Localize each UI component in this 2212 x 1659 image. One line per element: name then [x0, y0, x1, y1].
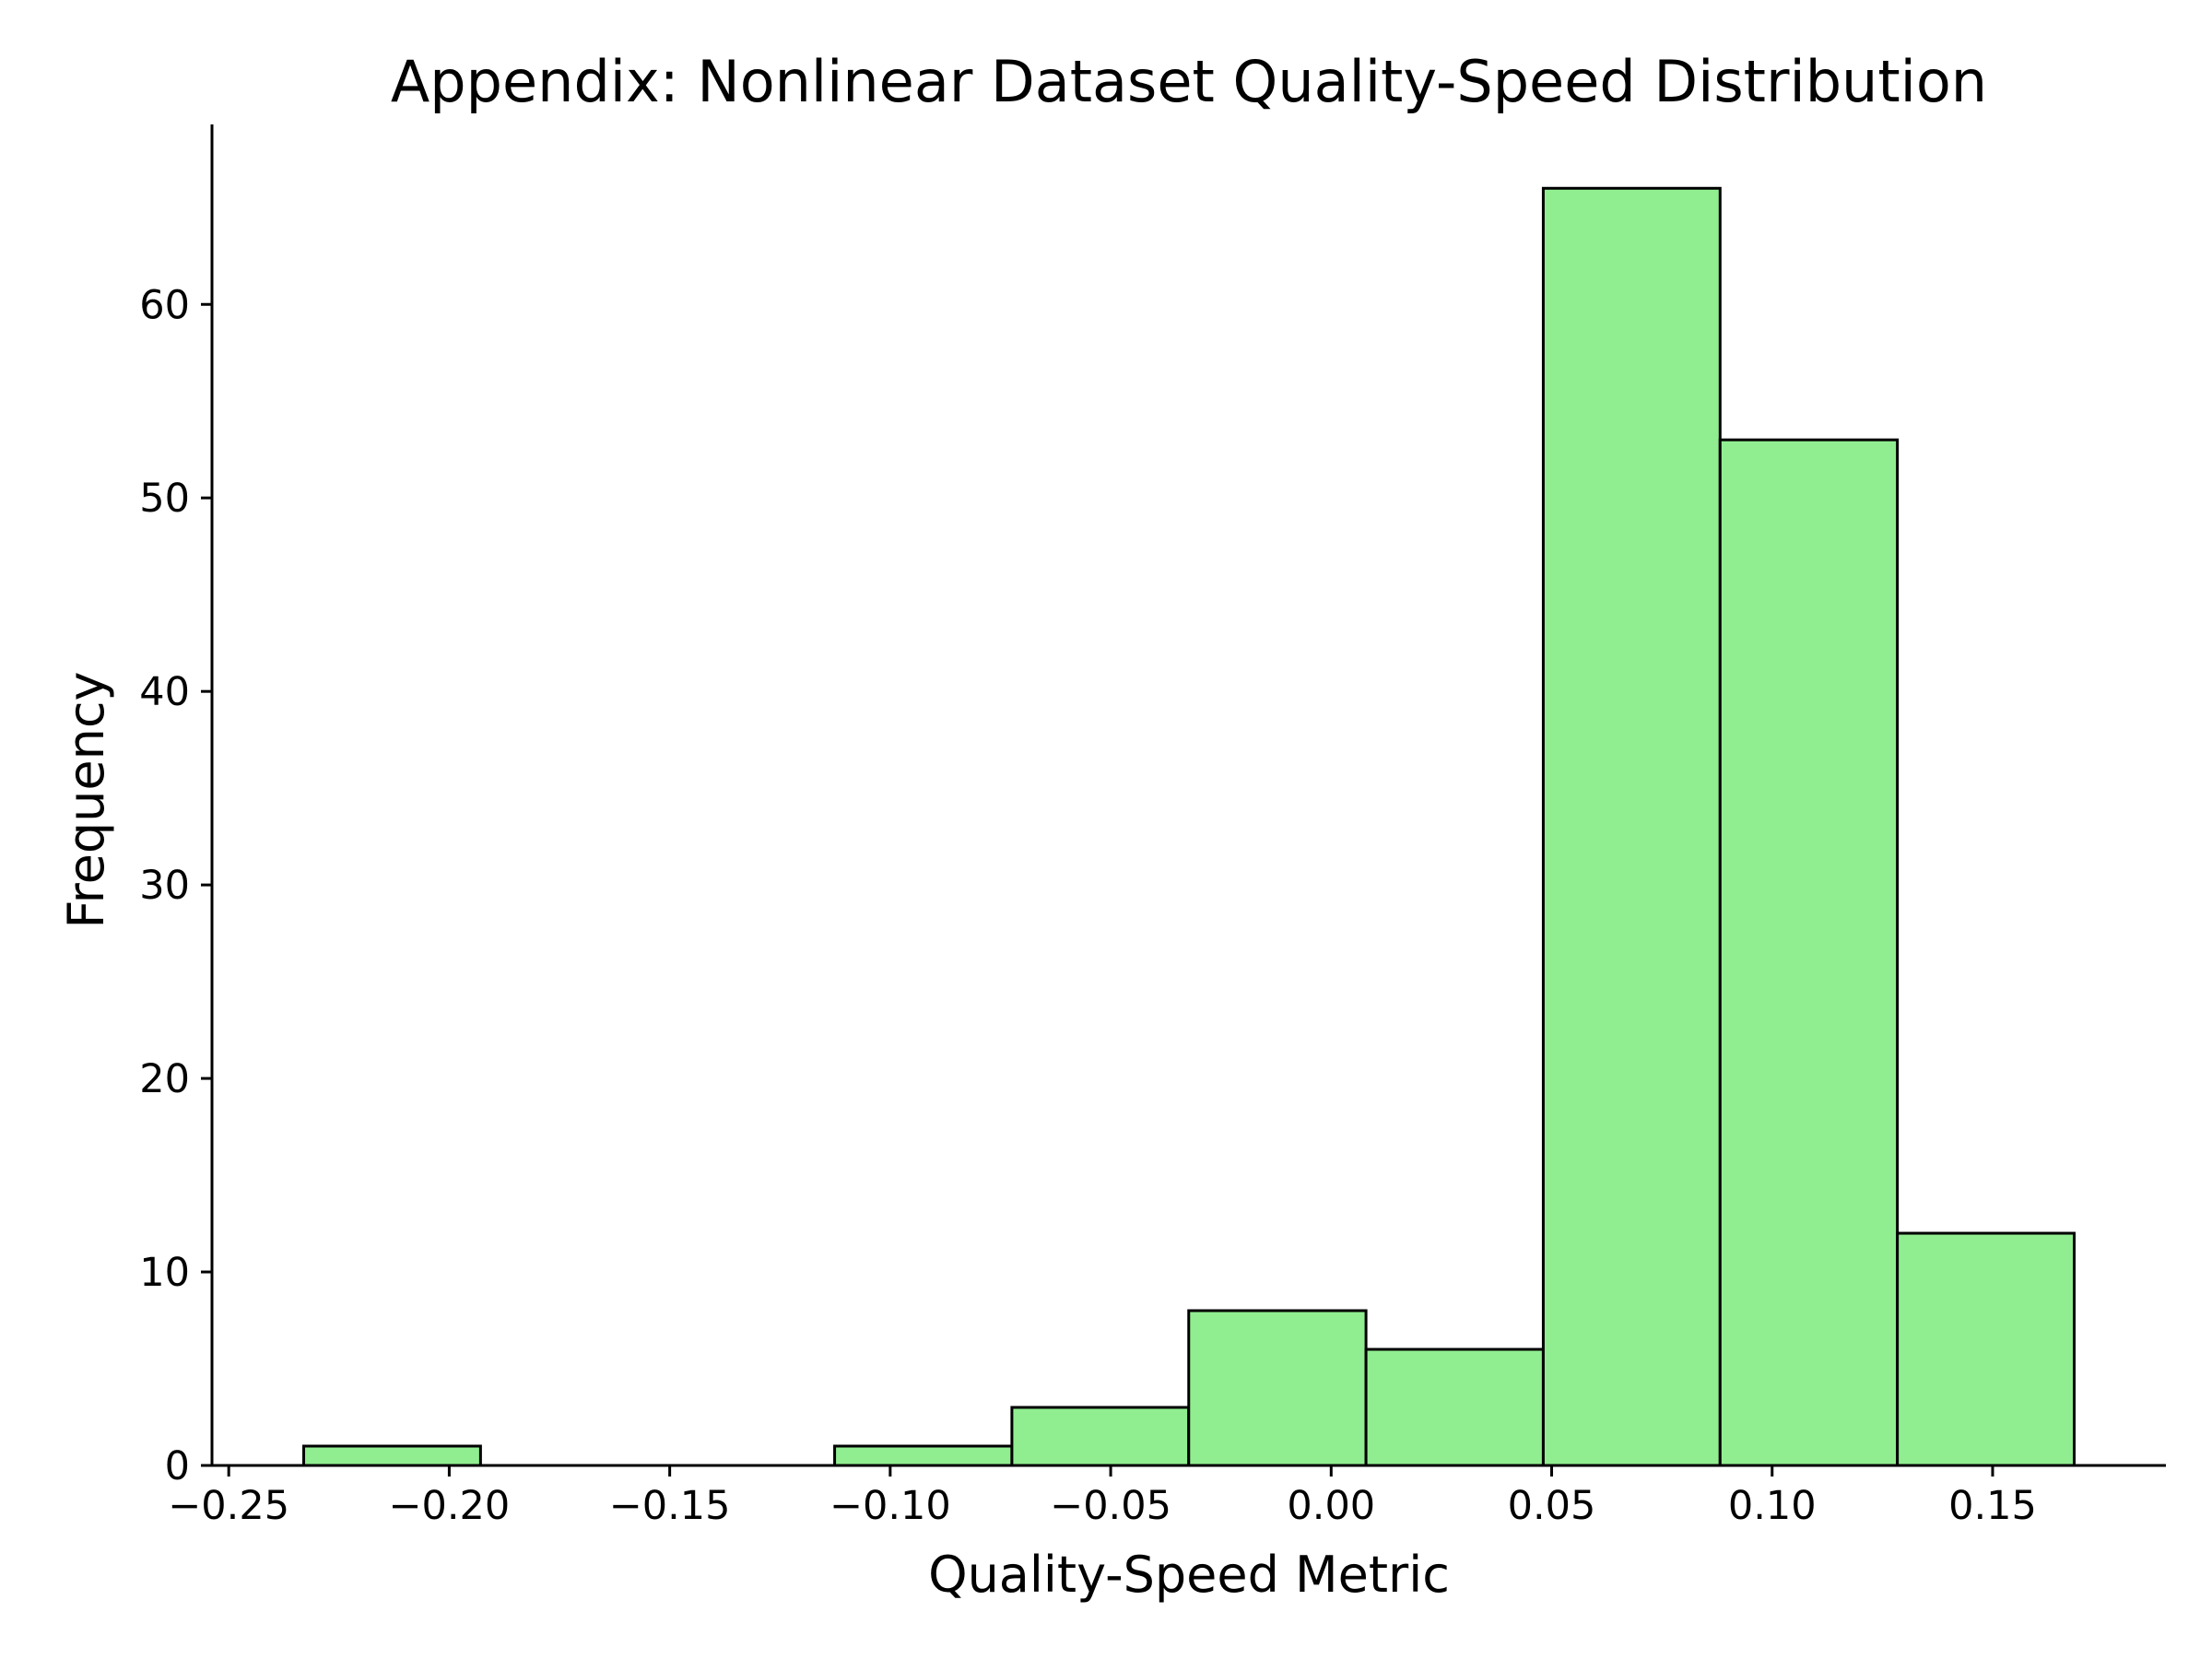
- y-tick-label: 20: [139, 1056, 190, 1102]
- x-tick-label: 0.10: [1728, 1483, 1817, 1529]
- histogram-bar-9: [1896, 1231, 2076, 1467]
- x-tick-label: 0.05: [1508, 1483, 1596, 1529]
- x-axis-title: Quality-Speed Metric: [928, 1546, 1450, 1604]
- y-tick-label: 0: [165, 1443, 190, 1489]
- y-axis-title: Frequency: [57, 672, 115, 929]
- histogram-bar-0: [302, 1444, 482, 1467]
- y-tick-label: 40: [139, 669, 190, 715]
- histogram-bar-8: [1718, 438, 1900, 1467]
- x-tick-label: 0.00: [1287, 1483, 1375, 1529]
- histogram-bar-5: [1187, 1309, 1368, 1467]
- x-tick-label: −0.20: [389, 1483, 511, 1529]
- y-tick-label: 10: [139, 1250, 190, 1296]
- x-tick-label: −0.05: [1050, 1483, 1171, 1529]
- histogram-bar-3: [833, 1444, 1014, 1467]
- y-tick-label: 30: [139, 863, 190, 909]
- chart-title: Appendix: Nonlinear Dataset Quality-Spee…: [391, 48, 1987, 115]
- histogram-bar-6: [1364, 1347, 1545, 1467]
- x-axis-ticks: −0.25 −0.20 −0.15 −0.10 −0.05 0.00 0.05 0.10 0.1…: [168, 1465, 2037, 1529]
- y-tick-label: 60: [139, 282, 190, 328]
- x-tick-label: −0.25: [168, 1483, 289, 1529]
- histogram-bar-4: [1010, 1406, 1191, 1467]
- histogram-bar-7: [1541, 186, 1722, 1467]
- bars-group: [302, 186, 2076, 1467]
- x-tick-label: −0.10: [830, 1483, 951, 1529]
- y-tick-label: 50: [139, 476, 190, 522]
- x-tick-label: −0.15: [609, 1483, 731, 1529]
- x-tick-label: 0.15: [1948, 1483, 2037, 1529]
- y-axis-ticks: 0 10 20 30 40 50 60: [139, 282, 212, 1489]
